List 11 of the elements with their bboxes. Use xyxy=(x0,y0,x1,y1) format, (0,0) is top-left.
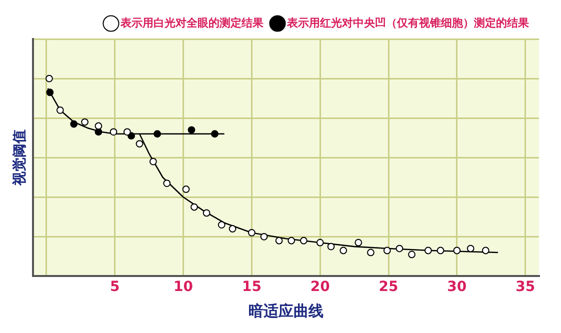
legend-label: 表示用白光对全眼的测定结果 xyxy=(120,16,264,30)
x-tick-label: 20 xyxy=(310,279,330,296)
x-tick-label: 5 xyxy=(110,279,120,296)
x-tick-label: 15 xyxy=(242,279,262,296)
legend-label: 表示用红光对中央凹（仅有视锥细胞）测定的结果 xyxy=(286,16,530,30)
x-tick-label: 10 xyxy=(174,279,194,296)
x-tick-label: 25 xyxy=(378,279,398,296)
x-axis-title: 暗适应曲线 xyxy=(248,302,324,320)
x-tick-label: 35 xyxy=(516,279,536,296)
x-tick-label: 30 xyxy=(447,279,467,296)
y-axis-title: 视觉阈值 xyxy=(11,130,28,187)
